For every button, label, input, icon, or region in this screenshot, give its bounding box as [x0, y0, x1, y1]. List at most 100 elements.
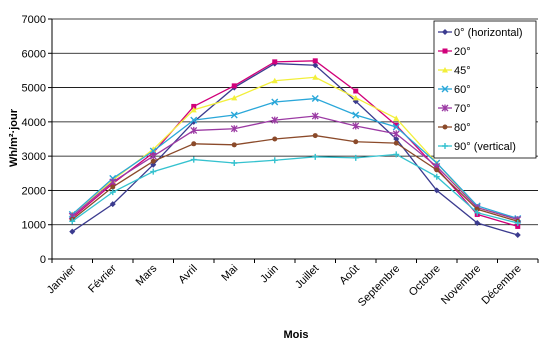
data-point: [352, 154, 359, 161]
legend-item: 20°: [438, 46, 471, 58]
legend-marker: [442, 48, 448, 54]
series-line: [71, 134, 518, 222]
legend-label: 70°: [454, 103, 471, 115]
series-line: [71, 153, 518, 224]
x-tick-label: Décembre: [480, 263, 524, 307]
data-point: [312, 62, 319, 69]
legend-label: 90° (vertical): [454, 141, 516, 153]
data-point: [352, 122, 360, 130]
data-point: [109, 201, 116, 208]
data-point: [110, 184, 116, 190]
data-point: [231, 160, 238, 166]
data-point: [231, 83, 237, 89]
series-line: [71, 62, 518, 236]
y-tick-label: 6000: [22, 48, 46, 60]
legend-label: 80°: [454, 122, 471, 134]
x-tick-label: Mars: [134, 262, 160, 288]
legend-label: 0° (horizontal): [454, 27, 523, 39]
data-point: [69, 228, 76, 235]
series-4: [68, 95, 522, 223]
y-tick-label: 1000: [22, 220, 46, 232]
data-point: [271, 157, 278, 164]
x-tick-label: Août: [337, 263, 361, 287]
legend-marker: [442, 124, 448, 130]
legend-item: 70°: [438, 103, 471, 115]
data-point: [230, 125, 238, 133]
series-group: [68, 58, 522, 238]
x-tick-label: Novembre: [439, 263, 483, 307]
legend-marker: [442, 67, 448, 73]
legend-label: 45°: [454, 65, 471, 77]
data-point: [271, 116, 279, 124]
series-6: [69, 133, 521, 224]
legend-label: 60°: [454, 84, 471, 96]
legend-item: 45°: [438, 65, 471, 77]
x-tick-label: Janvier: [45, 262, 79, 296]
y-tick-label: 7000: [22, 14, 46, 26]
x-tick-label: Mai: [219, 263, 240, 284]
data-point: [514, 220, 521, 226]
data-point: [150, 168, 157, 175]
data-point: [352, 94, 359, 101]
data-point: [434, 167, 440, 173]
legend: 0° (horizontal) 20° 45° 60° 70° 80° 90° (verti…: [433, 20, 537, 159]
data-point: [311, 112, 319, 120]
data-point: [271, 98, 279, 106]
data-point: [190, 116, 198, 124]
data-point: [231, 94, 238, 101]
x-axis-label: Mois: [283, 329, 308, 341]
data-point: [312, 153, 319, 160]
data-point: [393, 122, 399, 128]
x-tick-label: Septembre: [356, 263, 403, 310]
legend-item: 60°: [438, 84, 471, 96]
data-point: [312, 74, 319, 80]
data-point: [393, 115, 400, 121]
data-point: [190, 106, 197, 113]
data-point: [393, 140, 399, 146]
data-point: [392, 123, 400, 131]
legend-item: 80°: [438, 122, 471, 134]
data-point: [231, 142, 237, 148]
data-point: [514, 232, 521, 238]
data-point: [433, 187, 440, 194]
data-point: [272, 136, 278, 142]
data-point: [69, 218, 76, 225]
legend-item: 90° (vertical): [438, 141, 516, 153]
x-tick-label: Avril: [176, 263, 199, 286]
x-tick-label: Octobre: [407, 263, 443, 299]
data-point: [191, 103, 197, 109]
legend-label: 20°: [454, 46, 471, 58]
data-point: [190, 156, 197, 163]
data-point: [352, 111, 360, 119]
data-point: [150, 158, 156, 164]
y-tick-label: 0: [40, 254, 46, 266]
legend-marker: [441, 104, 449, 112]
data-point: [474, 206, 480, 212]
data-point: [474, 220, 481, 226]
data-point: [190, 126, 198, 134]
y-tick-label: 5000: [22, 83, 46, 95]
series-line: [71, 115, 518, 221]
data-point: [271, 77, 278, 84]
legend-marker: [442, 29, 448, 35]
legend-item: 0° (horizontal): [438, 27, 523, 39]
x-axis-ticks: Janvier Février Mars Avril Mai Juin Juillet Aoû…: [45, 259, 539, 310]
series-7: [69, 151, 521, 226]
y-tick-label: 4000: [22, 117, 46, 129]
data-point: [474, 209, 481, 216]
data-point: [149, 147, 157, 155]
data-point: [230, 111, 238, 119]
data-point: [311, 95, 319, 103]
data-point: [515, 223, 521, 229]
legend-marker: [442, 143, 448, 149]
y-axis-label: Wh/m²·jour: [8, 108, 20, 167]
y-axis-ticks: 0 1000 2000 3000 4000 5000 6000 7000: [22, 14, 52, 266]
data-point: [353, 139, 359, 145]
data-point: [393, 151, 400, 158]
data-point: [312, 58, 318, 64]
data-point: [109, 178, 117, 186]
data-point: [149, 152, 157, 160]
data-point: [433, 173, 440, 180]
data-point: [393, 136, 400, 142]
